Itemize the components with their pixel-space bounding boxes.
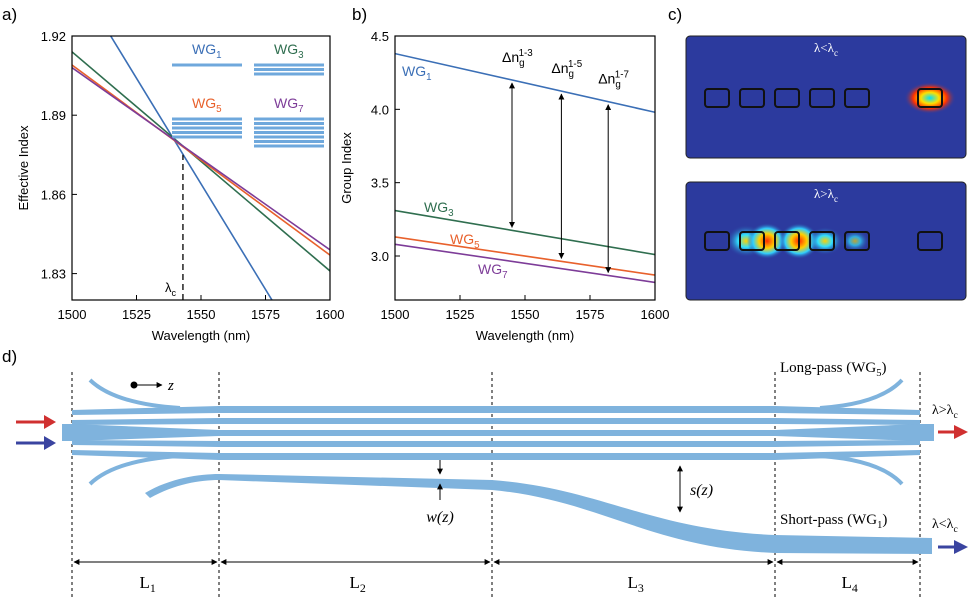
legend-label: WG1 xyxy=(192,41,222,61)
x-tick-label: 1500 xyxy=(381,307,410,322)
z-label: z xyxy=(167,378,174,394)
section-label: L2 xyxy=(350,573,366,595)
section-label: L3 xyxy=(628,573,644,595)
legend-label: WG7 xyxy=(274,95,304,115)
y-tick-label: 1.83 xyxy=(41,267,66,282)
series-line xyxy=(72,51,330,272)
x-tick-label: 1550 xyxy=(511,307,540,322)
y-tick-label: 3.0 xyxy=(371,249,389,264)
series-label: WG5 xyxy=(450,231,480,251)
x-tick-label: 1600 xyxy=(316,307,345,322)
short-pass-label: Short-pass (WG1) xyxy=(780,512,887,531)
mode-panels: c) λ<λc λ>λc xyxy=(668,5,967,301)
s-label: s(z) xyxy=(690,482,713,499)
series-line xyxy=(395,243,655,284)
y-axis-label: Effective Index xyxy=(16,125,31,211)
series-line xyxy=(395,236,655,276)
mode-image xyxy=(685,35,967,159)
series-line xyxy=(395,52,655,114)
series-label: WG7 xyxy=(478,261,508,281)
series-line xyxy=(109,36,273,300)
waveguide-outlines xyxy=(704,88,943,251)
annotation: λc xyxy=(165,280,177,298)
annotation: Δng1-3 xyxy=(502,48,533,69)
series-label: WG1 xyxy=(402,63,432,83)
y-tick-label: 1.86 xyxy=(41,187,66,202)
y-tick-label: 4.0 xyxy=(371,102,389,117)
x-tick-label: 1575 xyxy=(576,307,605,322)
x-axis-label: Wavelength (nm) xyxy=(152,328,251,343)
long-pass-label: Long-pass (WG5) xyxy=(780,360,886,379)
x-tick-label: 1500 xyxy=(58,307,87,322)
mode-field xyxy=(904,82,956,114)
annotation: Δng1-7 xyxy=(598,70,629,91)
y-tick-label: 4.5 xyxy=(371,29,389,44)
legend-label: WG3 xyxy=(274,41,304,61)
y-axis-label: Group Index xyxy=(339,132,354,204)
y-tick-label: 1.92 xyxy=(41,29,66,44)
x-axis-label: Wavelength (nm) xyxy=(476,328,575,343)
x-tick-label: 1525 xyxy=(446,307,475,322)
x-tick-label: 1600 xyxy=(641,307,670,322)
series-line xyxy=(72,64,330,256)
panel-label: d) xyxy=(2,347,17,366)
y-tick-label: 1.89 xyxy=(41,108,66,123)
device-diagram: d) z w(z) s(z) Long-pass (WG5) Short-pas… xyxy=(2,347,968,598)
legend-label: WG5 xyxy=(192,95,222,115)
plot-frame xyxy=(394,35,656,301)
series-label: WG3 xyxy=(424,199,454,219)
mode-field xyxy=(841,230,869,252)
input-arrows xyxy=(16,415,968,554)
plot-frame xyxy=(71,35,331,301)
mode-label: λ<λc xyxy=(814,40,838,58)
output-label: λ>λc xyxy=(932,403,958,421)
section-dimensions: L1 L2 L3 L4 xyxy=(73,559,919,595)
panel-label: c) xyxy=(668,5,682,24)
x-tick-label: 1575 xyxy=(251,307,280,322)
x-tick-label: 1550 xyxy=(187,307,216,322)
output-label: λ<λc xyxy=(932,517,958,535)
panel-label: a) xyxy=(2,5,17,24)
annotation: Δng1-5 xyxy=(551,59,582,80)
series-line xyxy=(395,209,655,256)
waveguide-bundle xyxy=(62,378,934,554)
w-label: w(z) xyxy=(426,509,454,526)
section-label: L1 xyxy=(140,573,156,595)
charts: a) 1500 1525 1550 1575 1600 1.83 1.86 1.89 1.92 Wa… xyxy=(2,5,670,343)
section-label: L4 xyxy=(842,573,858,595)
y-tick-label: 3.5 xyxy=(371,176,389,191)
mode-label: λ>λc xyxy=(814,186,838,204)
x-tick-label: 1525 xyxy=(122,307,151,322)
series-line xyxy=(72,67,330,251)
panel-label: b) xyxy=(352,5,367,24)
